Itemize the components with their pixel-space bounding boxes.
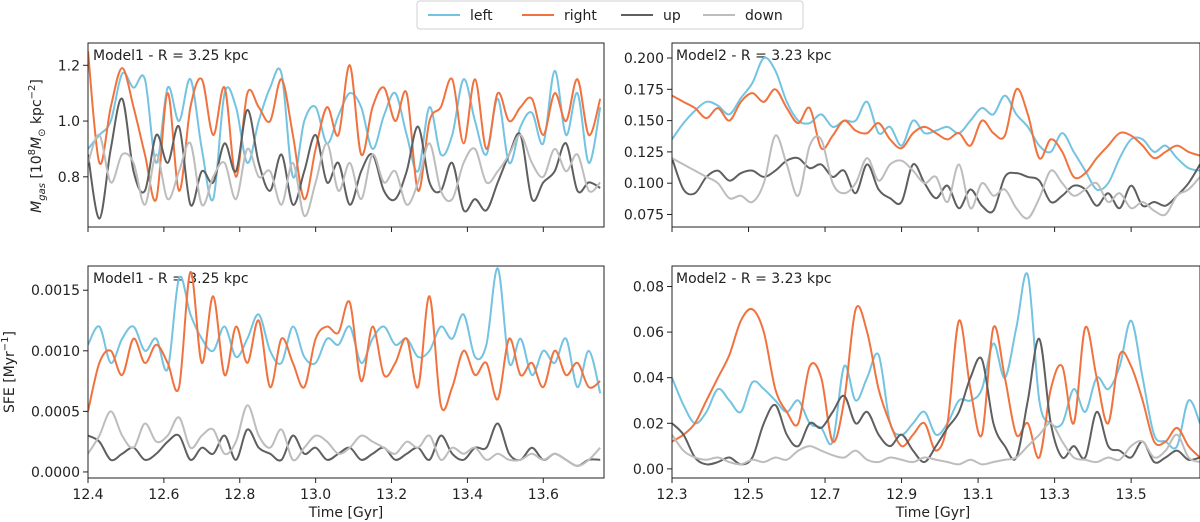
- axes-frame: [87, 265, 605, 479]
- series-line-left: [88, 267, 602, 394]
- xtick-label: 12.7: [809, 487, 840, 503]
- series-line-down: [88, 133, 601, 217]
- series-line-up: [672, 156, 1200, 214]
- xtick-label: 13.2: [376, 487, 407, 503]
- axes-frame: [87, 42, 605, 228]
- series-line-down: [88, 404, 601, 467]
- series-line-up: [672, 337, 1200, 466]
- panel-title-bottom-right: Model2 - R = 3.23 kpc: [676, 271, 832, 287]
- ytick-label: 0.06: [633, 325, 664, 341]
- xtick-label: 12.6: [148, 487, 179, 503]
- panel-title-top-right: Model2 - R = 3.23 kpc: [676, 48, 832, 64]
- series-line-left: [672, 272, 1200, 450]
- legend-frame: [416, 0, 804, 30]
- xtick-label: 13.6: [528, 487, 559, 503]
- series-line-right: [672, 87, 1200, 180]
- series-line-right: [88, 271, 601, 412]
- ytick-label: 0.0005: [31, 404, 80, 420]
- ytick-label: 1.2: [58, 58, 80, 74]
- ytick-label: 0.150: [624, 114, 664, 130]
- panel-mgas-model1: 0.8 1.0 1.2: [58, 42, 605, 232]
- series-line-up: [88, 422, 601, 467]
- series-line-left: [672, 56, 1200, 192]
- xtick-label: 12.4: [72, 487, 103, 503]
- xtick-label: 13.3: [1039, 487, 1070, 503]
- ytick-label: 1.0: [58, 114, 80, 130]
- series-line-right: [88, 51, 602, 202]
- panel-sfe-model1: 0.0000 0.0005 0.0010 0.0015 12.4 12.6 12.8 13.0…: [31, 265, 605, 503]
- legend: left right up down: [416, 0, 804, 30]
- series-line-left: [88, 67, 602, 202]
- ytick-label: 0.125: [624, 145, 664, 161]
- xtick-label: 12.3: [656, 487, 687, 503]
- ytick-label: 0.075: [624, 207, 664, 223]
- panel-sfe-model2: 0.00 0.02 0.04 0.06 0.08 12.3 12.5 12.7 12.9 13.1…: [633, 265, 1200, 503]
- ytick-label: 0.200: [624, 51, 664, 67]
- panel-title-top-left: Model1 - R = 3.25 kpc: [93, 48, 249, 64]
- xtick-label: 13.5: [1116, 487, 1147, 503]
- panel-title-bottom-left: Model1 - R = 3.25 kpc: [93, 271, 249, 287]
- ytick-label: 0.8: [58, 170, 80, 186]
- ytick-label: 0.00: [633, 462, 664, 478]
- xlabel-left: Time [Gyr]: [308, 505, 384, 521]
- series-line-down: [672, 134, 1200, 220]
- panel-mgas-model2: 0.075 0.100 0.125 0.150 0.175 0.200: [624, 42, 1200, 232]
- series-line-down: [672, 422, 1200, 466]
- xtick-label: 12.9: [886, 487, 917, 503]
- ytick-label: 0.02: [633, 416, 664, 432]
- axes-frame: [671, 42, 1200, 228]
- ytick-label: 0.100: [624, 176, 664, 192]
- ytick-label: 0.08: [633, 280, 664, 296]
- xtick-label: 12.5: [733, 487, 764, 503]
- axes-frame: [671, 265, 1200, 479]
- ytick-label: 0.175: [624, 82, 664, 98]
- xtick-label: 12.8: [224, 487, 255, 503]
- xtick-label: 13.4: [452, 487, 483, 503]
- ytick-label: 0.0015: [31, 283, 80, 299]
- ytick-label: 0.0000: [31, 465, 80, 481]
- series-line-right: [672, 305, 1200, 459]
- xlabel-right: Time [Gyr]: [895, 505, 971, 521]
- xtick-label: 13.1: [963, 487, 994, 503]
- ytick-label: 0.0010: [31, 344, 80, 360]
- ylabel-mgas: Mgas [108M⊙ kpc−2]: [27, 79, 48, 213]
- legend-label-right: right: [564, 8, 597, 24]
- xtick-label: 13.0: [300, 487, 331, 503]
- legend-label-up: up: [663, 8, 681, 24]
- ytick-label: 0.04: [633, 371, 664, 387]
- legend-label-down: down: [745, 8, 783, 24]
- series-line-up: [88, 97, 601, 220]
- legend-label-left: left: [470, 8, 493, 24]
- ylabel-sfe: SFE [Myr−1]: [0, 331, 18, 413]
